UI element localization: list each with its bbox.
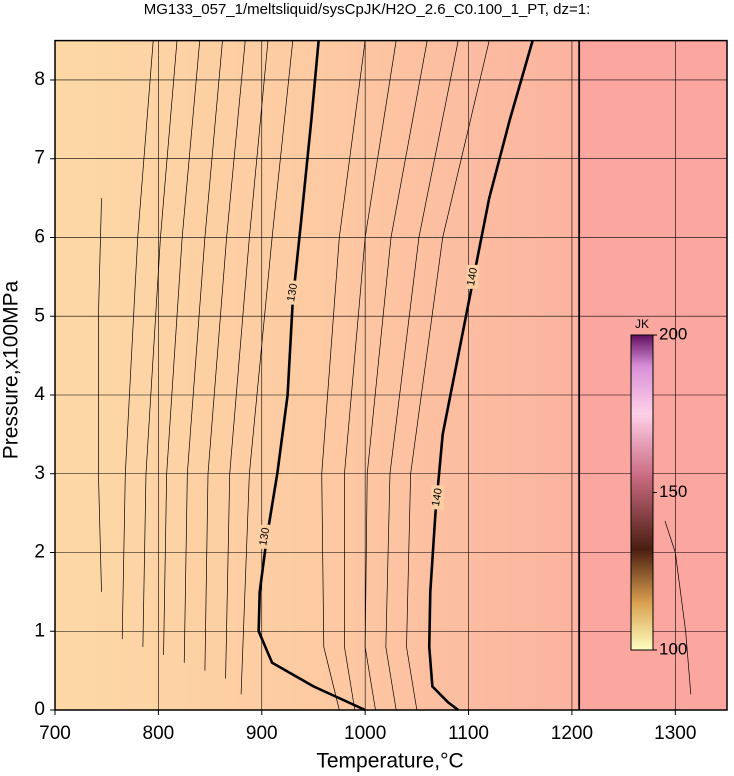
plot-background (55, 40, 580, 711)
contour-line (344, 40, 397, 711)
contour-line (121, 40, 154, 640)
contour-line (385, 40, 459, 711)
x-axis-label: Temperature,°C (316, 750, 463, 773)
labeled-contour (427, 40, 534, 712)
contour-line (240, 40, 294, 695)
x-tick-label: 1300 (654, 723, 696, 744)
colorbar-tick-label: 100 (659, 639, 687, 658)
colorbar (630, 334, 654, 651)
y-tick-label: 6 (34, 226, 45, 247)
x-tick-label: 800 (143, 723, 175, 744)
contour-line (225, 40, 269, 679)
plot-frame (54, 39, 728, 711)
x-tick-label: 1100 (448, 723, 489, 744)
y-tick-label: 0 (34, 699, 45, 720)
y-axis-label: Pressure,x100MPa (0, 280, 23, 459)
y-tick-label: 3 (34, 463, 45, 484)
y-tick-label: 7 (34, 148, 45, 169)
y-tick-label: 4 (34, 384, 45, 405)
x-tick-label: 700 (39, 723, 71, 744)
contour-line (163, 40, 201, 655)
contour-line (321, 40, 366, 711)
contour-label: 130 (285, 283, 300, 303)
contour-label-bg (466, 264, 479, 289)
contour-line (204, 40, 246, 671)
x-tick-label: 1200 (551, 723, 593, 744)
contour-line (406, 40, 490, 711)
colorbar-tick-label: 200 (659, 324, 687, 343)
contour-line (142, 40, 178, 648)
contour-label: 140 (465, 267, 480, 287)
y-tick-label: 8 (34, 69, 45, 90)
y-tick-label: 5 (34, 305, 45, 326)
contour-label: 140 (430, 487, 445, 507)
colorbar-tick-label: 150 (659, 482, 687, 501)
chart-title: MG133_057_1/meltsliquid/sysCpJK/H2O_2.6_… (144, 1, 591, 18)
x-tick-label: 900 (246, 723, 278, 744)
colorbar-label: JK (635, 317, 649, 331)
contour-label-bg (431, 485, 444, 510)
contour-line (98, 198, 102, 592)
y-tick-label: 1 (34, 620, 45, 641)
labeled-contour (257, 40, 366, 712)
contour-line (664, 520, 692, 695)
contour-label-bg (258, 524, 271, 549)
x-tick-label: 1000 (344, 723, 386, 744)
contour-line (183, 40, 223, 663)
contour-line (364, 40, 428, 711)
contour-label: 130 (257, 527, 272, 547)
y-tick-label: 2 (34, 542, 45, 563)
contour-label-bg (286, 280, 299, 305)
